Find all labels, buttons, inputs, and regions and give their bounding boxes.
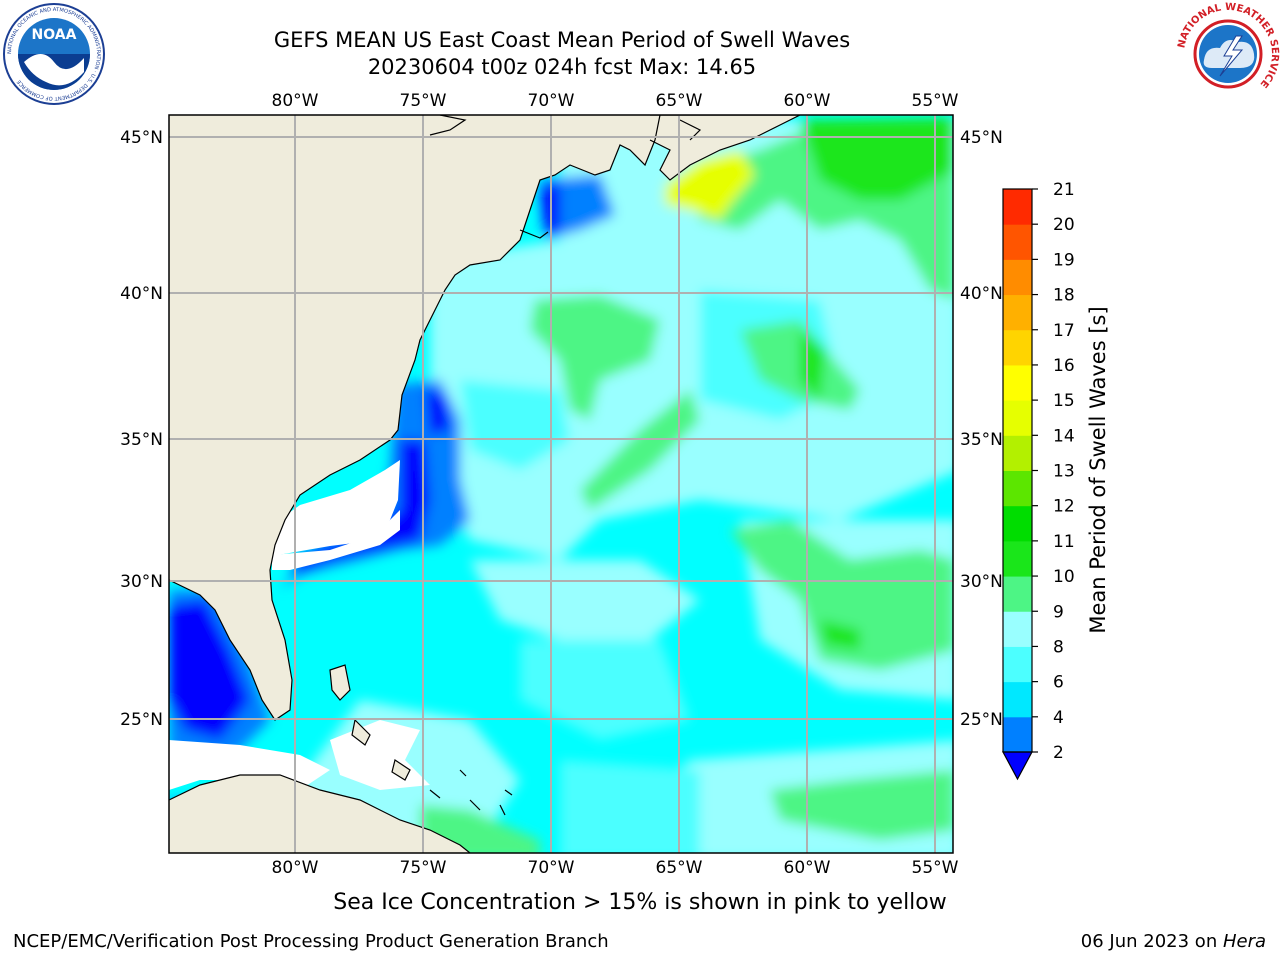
colorbar-tick-label: 16 bbox=[1053, 356, 1075, 376]
noaa-logo-text: NOAA bbox=[32, 27, 77, 43]
colorbar-segment bbox=[1003, 294, 1032, 331]
lat-label-left: 35°N bbox=[120, 430, 163, 450]
colorbar-tick-label: 19 bbox=[1053, 250, 1075, 270]
cuba-landmass bbox=[169, 775, 470, 853]
lon-label-top: 55°W bbox=[912, 91, 959, 111]
colorbar-tick-label: 8 bbox=[1053, 637, 1064, 657]
swell-period-field bbox=[169, 118, 953, 853]
colorbar-segment bbox=[1003, 576, 1032, 612]
colorbar-tick-label: 9 bbox=[1053, 602, 1064, 622]
colorbar-tick-label: 21 bbox=[1053, 180, 1075, 200]
graticule bbox=[169, 115, 953, 853]
colorbar-underflow-triangle bbox=[1001, 751, 1034, 781]
colorbar-tick-label: 15 bbox=[1053, 391, 1075, 411]
colorbar-segment bbox=[1003, 470, 1032, 507]
colorbar-segment bbox=[1003, 400, 1032, 436]
lat-label-left: 40°N bbox=[120, 284, 163, 304]
colorbar-segment bbox=[1003, 329, 1032, 366]
chart-title: GEFS MEAN US East Coast Mean Period of S… bbox=[273, 28, 851, 52]
footer-credit: NCEP/EMC/Verification Post Processing Pr… bbox=[13, 931, 609, 952]
nws-logo-icon: NATIONAL WEATHER SERVICE bbox=[1176, 2, 1280, 104]
lon-label-bottom: 70°W bbox=[528, 858, 575, 878]
lat-label-right: 40°N bbox=[960, 284, 1003, 304]
colorbar-tick-label: 4 bbox=[1053, 708, 1064, 728]
colorbar-segment bbox=[1003, 611, 1032, 647]
lat-label-right: 35°N bbox=[960, 430, 1003, 450]
lon-label-bottom: 55°W bbox=[912, 858, 959, 878]
colorbar-segment bbox=[1003, 364, 1032, 401]
axis-tick-labels: 80°W 80°W 75°W 75°W 70°W 70°W 65°W 65°W 60°W 60°W… bbox=[120, 91, 1003, 878]
sea-ice-note: Sea Ice Concentration > 15% is shown in … bbox=[333, 890, 947, 915]
lon-label-bottom: 80°W bbox=[272, 858, 319, 878]
colorbar-tick-label: 20 bbox=[1053, 215, 1075, 235]
colorbar-segment bbox=[1003, 189, 1032, 225]
lat-label-right: 45°N bbox=[960, 128, 1003, 148]
colorbar: 2 4 6 8 9 10 11 12 13 14 15 16 17 18 19 20 21 bbox=[1001, 180, 1075, 781]
footer-machine: Hera bbox=[1222, 931, 1266, 952]
colorbar-segment bbox=[1003, 505, 1032, 542]
colorbar-tick-label: 14 bbox=[1053, 426, 1075, 446]
colorbar-tick-label: 10 bbox=[1053, 567, 1075, 587]
map-plot-area bbox=[169, 115, 953, 853]
lon-label-bottom: 65°W bbox=[656, 858, 703, 878]
lat-label-left: 45°N bbox=[120, 128, 163, 148]
colorbar-tick-label: 12 bbox=[1053, 497, 1075, 517]
colorbar-segment bbox=[1003, 224, 1032, 260]
colorbar-segment bbox=[1003, 716, 1032, 753]
noaa-logo-icon: NOAA NATIONAL OCEANIC AND ATMOSPHERIC AD… bbox=[3, 3, 105, 105]
colorbar-segment bbox=[1003, 435, 1032, 471]
lon-label-top: 80°W bbox=[272, 91, 319, 111]
lat-label-right: 30°N bbox=[960, 572, 1003, 592]
north-america-landmass bbox=[169, 115, 660, 720]
colorbar-tick-label: 17 bbox=[1053, 321, 1075, 341]
colorbar-segment bbox=[1003, 681, 1032, 718]
map-frame bbox=[168, 114, 954, 854]
colorbar-tick-label: 13 bbox=[1053, 462, 1075, 482]
colorbar-tick-label: 11 bbox=[1053, 532, 1075, 552]
colorbar-tick-label: 2 bbox=[1053, 743, 1064, 763]
lon-label-bottom: 60°W bbox=[784, 858, 831, 878]
colorbar-label: Mean Period of Swell Waves [s] bbox=[1086, 306, 1110, 634]
nova-scotia-landmass bbox=[650, 115, 800, 180]
lon-label-bottom: 75°W bbox=[400, 858, 447, 878]
lat-label-right: 25°N bbox=[960, 710, 1003, 730]
lon-label-top: 70°W bbox=[528, 91, 575, 111]
lon-label-top: 75°W bbox=[400, 91, 447, 111]
colorbar-segment bbox=[1003, 646, 1032, 683]
lon-label-top: 65°W bbox=[656, 91, 703, 111]
colorbar-segment bbox=[1003, 540, 1032, 577]
lat-label-left: 30°N bbox=[120, 572, 163, 592]
colorbar-segment bbox=[1003, 259, 1032, 296]
lat-label-left: 25°N bbox=[120, 710, 163, 730]
bahamas-landmass bbox=[330, 665, 410, 780]
colorbar-tick-label: 6 bbox=[1053, 673, 1064, 693]
colorbar-tick-label: 18 bbox=[1053, 286, 1075, 306]
footer-date: 06 Jun 2023 on Hera bbox=[1080, 931, 1266, 952]
lon-label-top: 60°W bbox=[784, 91, 831, 111]
chart-subtitle: 20230604 t00z 024h fcst Max: 14.65 bbox=[367, 55, 757, 79]
